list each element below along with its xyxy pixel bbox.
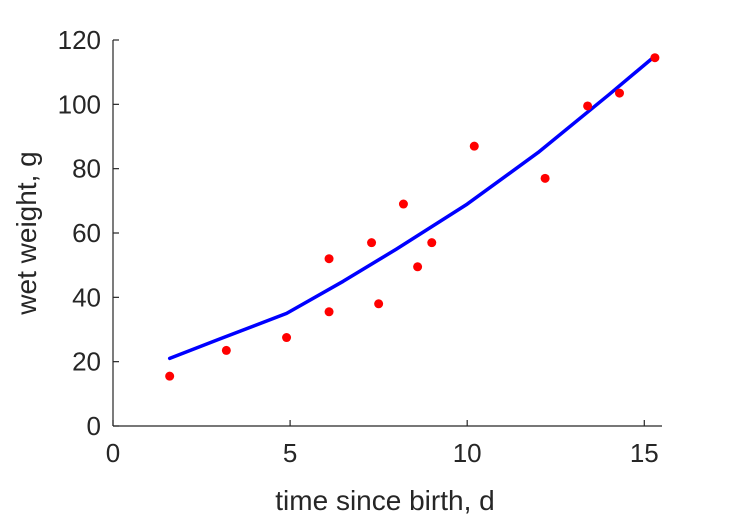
x-tick-label: 5 bbox=[283, 438, 297, 468]
fit-curve bbox=[167, 54, 657, 361]
data-point bbox=[614, 88, 624, 98]
y-tick-label: 20 bbox=[72, 347, 101, 377]
data-point bbox=[165, 371, 175, 381]
x-tick-label: 10 bbox=[453, 438, 482, 468]
data-point bbox=[469, 141, 479, 151]
data-point bbox=[324, 254, 334, 264]
axes bbox=[112, 39, 662, 427]
data-point bbox=[413, 262, 423, 272]
y-tick-label: 80 bbox=[72, 154, 101, 184]
data-point bbox=[374, 299, 384, 309]
y-tick-label: 40 bbox=[72, 282, 101, 312]
fit-curve-layer bbox=[167, 54, 657, 361]
data-point bbox=[282, 333, 292, 343]
y-tick-labels: 0 20 40 60 80 100 120 bbox=[58, 25, 101, 441]
data-point bbox=[650, 53, 660, 63]
data-points-layer bbox=[165, 53, 660, 381]
x-tick-label: 0 bbox=[106, 438, 120, 468]
data-point bbox=[221, 345, 231, 355]
data-point bbox=[324, 307, 334, 317]
y-tick-label: 0 bbox=[87, 411, 101, 441]
data-point bbox=[367, 238, 377, 248]
y-tick-label: 120 bbox=[58, 25, 101, 55]
y-tick-label: 100 bbox=[58, 89, 101, 119]
x-tick-labels: 0 5 10 15 bbox=[106, 438, 659, 468]
x-axis-label: time since birth, d bbox=[275, 485, 494, 516]
data-point bbox=[540, 173, 550, 183]
y-axis-label: wet weight, g bbox=[11, 151, 42, 315]
x-tick-label: 15 bbox=[630, 438, 659, 468]
data-point bbox=[583, 101, 593, 111]
y-tick-label: 60 bbox=[72, 218, 101, 248]
data-point bbox=[398, 199, 408, 209]
data-point bbox=[427, 238, 437, 248]
